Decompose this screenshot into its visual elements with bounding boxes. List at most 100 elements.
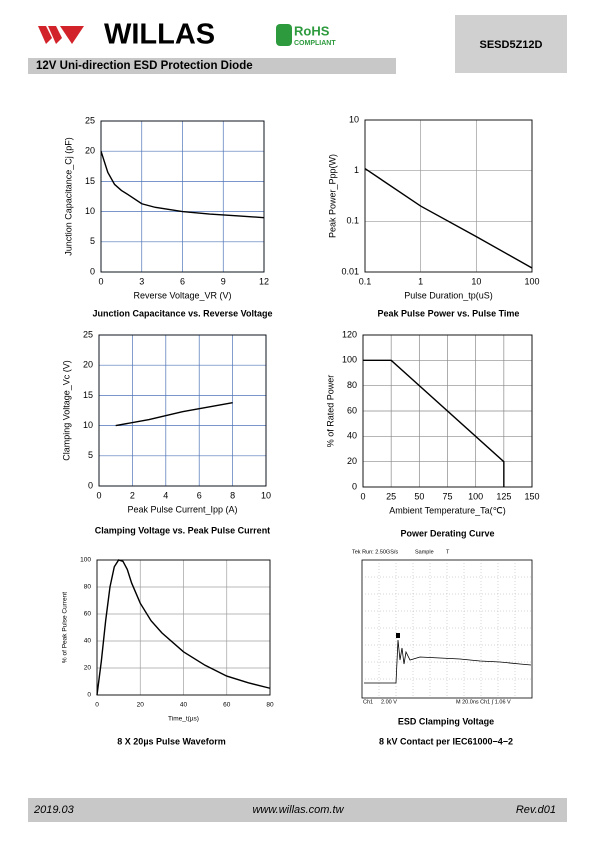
x-tick-label: 10 — [471, 276, 481, 286]
y-tick-label: 20 — [84, 665, 92, 672]
y-tick-label: 15 — [85, 176, 95, 186]
x-tick-label: 6 — [197, 490, 202, 500]
x-tick-label: 1 — [418, 276, 423, 286]
y-tick-label: 10 — [349, 114, 359, 124]
x-tick-label: 0.1 — [359, 276, 372, 286]
plot-frame — [362, 334, 533, 488]
plot-frame — [98, 334, 267, 487]
data-line — [100, 150, 265, 219]
rohs-compliant: COMPLIANT — [294, 40, 336, 47]
x-tick-label: 0 — [98, 276, 103, 286]
x-tick-label: 75 — [442, 491, 452, 501]
y-tick-label: 10 — [83, 420, 93, 430]
y-axis-label: Clamping Voltage_Vc (V) — [61, 360, 71, 461]
y-tick-label: 0 — [88, 480, 93, 490]
y-tick-label: 0.01 — [341, 266, 359, 276]
y-axis-label: % of Peak Pulse Current — [62, 592, 69, 663]
y-tick-label: 0 — [352, 481, 357, 491]
subtitle-bar — [28, 58, 396, 74]
y-tick-label: 100 — [342, 355, 357, 365]
scope-trigger: T — [446, 549, 450, 555]
y-tick-label: 20 — [347, 456, 357, 466]
x-tick-label: 10 — [261, 490, 271, 500]
x-tick-label: 125 — [496, 491, 511, 501]
subtitle: 12V Uni-direction ESD Protection Diode — [36, 60, 253, 72]
x-tick-label: 0 — [96, 490, 101, 500]
y-tick-label: 120 — [342, 329, 357, 339]
x-tick-label: 0 — [360, 491, 365, 501]
plot-area — [364, 119, 533, 273]
y-tick-label: 20 — [85, 146, 95, 156]
scope-channel: Ch1 — [363, 699, 373, 705]
x-tick-label: 3 — [139, 276, 144, 286]
y-tick-label: 20 — [83, 360, 93, 370]
y-tick-label: 100 — [80, 557, 91, 564]
y-tick-label: 80 — [347, 380, 357, 390]
x-tick-label: 0 — [95, 702, 99, 709]
data-line — [115, 401, 233, 427]
x-axis-label: Reverse Voltage_VR (V) — [133, 290, 231, 300]
plot-frame — [100, 120, 265, 273]
data-line — [364, 167, 533, 269]
x-tick-label: 9 — [221, 276, 226, 286]
y-tick-label: 0 — [90, 266, 95, 276]
x-tick-label: 50 — [414, 491, 424, 501]
plot-frame — [96, 559, 271, 696]
logo-mark — [38, 26, 84, 44]
chart-caption: Junction Capacitance vs. Reverse Voltage — [93, 308, 273, 318]
y-tick-label: 5 — [88, 450, 93, 460]
y-axis-label: Peak Power_Ppp(W) — [327, 154, 337, 238]
scope-subcaption: 8 kV Contact per IEC61000−4−2 — [379, 736, 513, 746]
plot-area — [98, 334, 267, 487]
x-tick-label: 25 — [386, 491, 396, 501]
data-line — [96, 559, 271, 696]
data-line — [363, 359, 505, 487]
logo-text: WILLAS — [104, 19, 215, 51]
x-tick-label: 80 — [266, 702, 274, 709]
chart-caption: 8 X 20µs Pulse Waveform — [117, 736, 225, 746]
x-tick-label: 150 — [524, 491, 539, 501]
x-tick-label: 100 — [468, 491, 483, 501]
scope-time: M 20.0ns Ch1 ∫ 1.06 V — [456, 699, 511, 705]
footer-date: 2019.03 — [33, 804, 75, 816]
chart-caption: Power Derating Curve — [400, 528, 494, 538]
x-axis-label: Time_t(µs) — [168, 716, 199, 723]
y-axis-label: % of Rated Power — [325, 375, 335, 448]
scope-scale: 2.00 V — [381, 699, 397, 705]
x-axis-label: Peak Pulse Current_Ipp (A) — [127, 504, 237, 514]
rohs-icon — [276, 24, 292, 46]
y-tick-label: 1 — [354, 165, 359, 175]
plot-frame — [364, 119, 533, 273]
y-tick-label: 0.1 — [346, 216, 359, 226]
x-tick-label: 60 — [223, 702, 231, 709]
part-box — [455, 15, 567, 73]
part-number: SESD5Z12D — [480, 39, 543, 51]
x-tick-label: 40 — [180, 702, 188, 709]
footer-website: www.willas.com.tw — [252, 804, 344, 816]
y-tick-label: 25 — [85, 115, 95, 125]
x-tick-label: 8 — [230, 490, 235, 500]
footer-revision: Rev.d01 — [516, 804, 556, 816]
y-tick-label: 40 — [347, 431, 357, 441]
y-tick-label: 5 — [90, 236, 95, 246]
x-tick-label: 100 — [524, 276, 539, 286]
x-tick-label: 4 — [163, 490, 168, 500]
scope-status: Tek Run: 2.50GS/s — [352, 549, 398, 555]
x-axis-label: Pulse Duration_tp(uS) — [404, 290, 493, 300]
x-tick-label: 6 — [180, 276, 185, 286]
scope-mode: Sample — [415, 549, 434, 555]
scope-screen — [361, 559, 533, 699]
y-tick-label: 60 — [84, 611, 92, 618]
y-tick-label: 0 — [87, 692, 91, 699]
x-tick-label: 2 — [130, 490, 135, 500]
x-tick-label: 20 — [137, 702, 145, 709]
chart-caption: Peak Pulse Power vs. Pulse Time — [378, 308, 520, 318]
y-tick-label: 60 — [347, 405, 357, 415]
chart-caption: Clamping Voltage vs. Peak Pulse Current — [95, 525, 270, 535]
y-axis-label: Junction Capacitance_Cj (pF) — [63, 137, 73, 256]
scope-caption: ESD Clamping Voltage — [398, 716, 494, 726]
y-tick-label: 15 — [83, 390, 93, 400]
y-tick-label: 80 — [84, 584, 92, 591]
